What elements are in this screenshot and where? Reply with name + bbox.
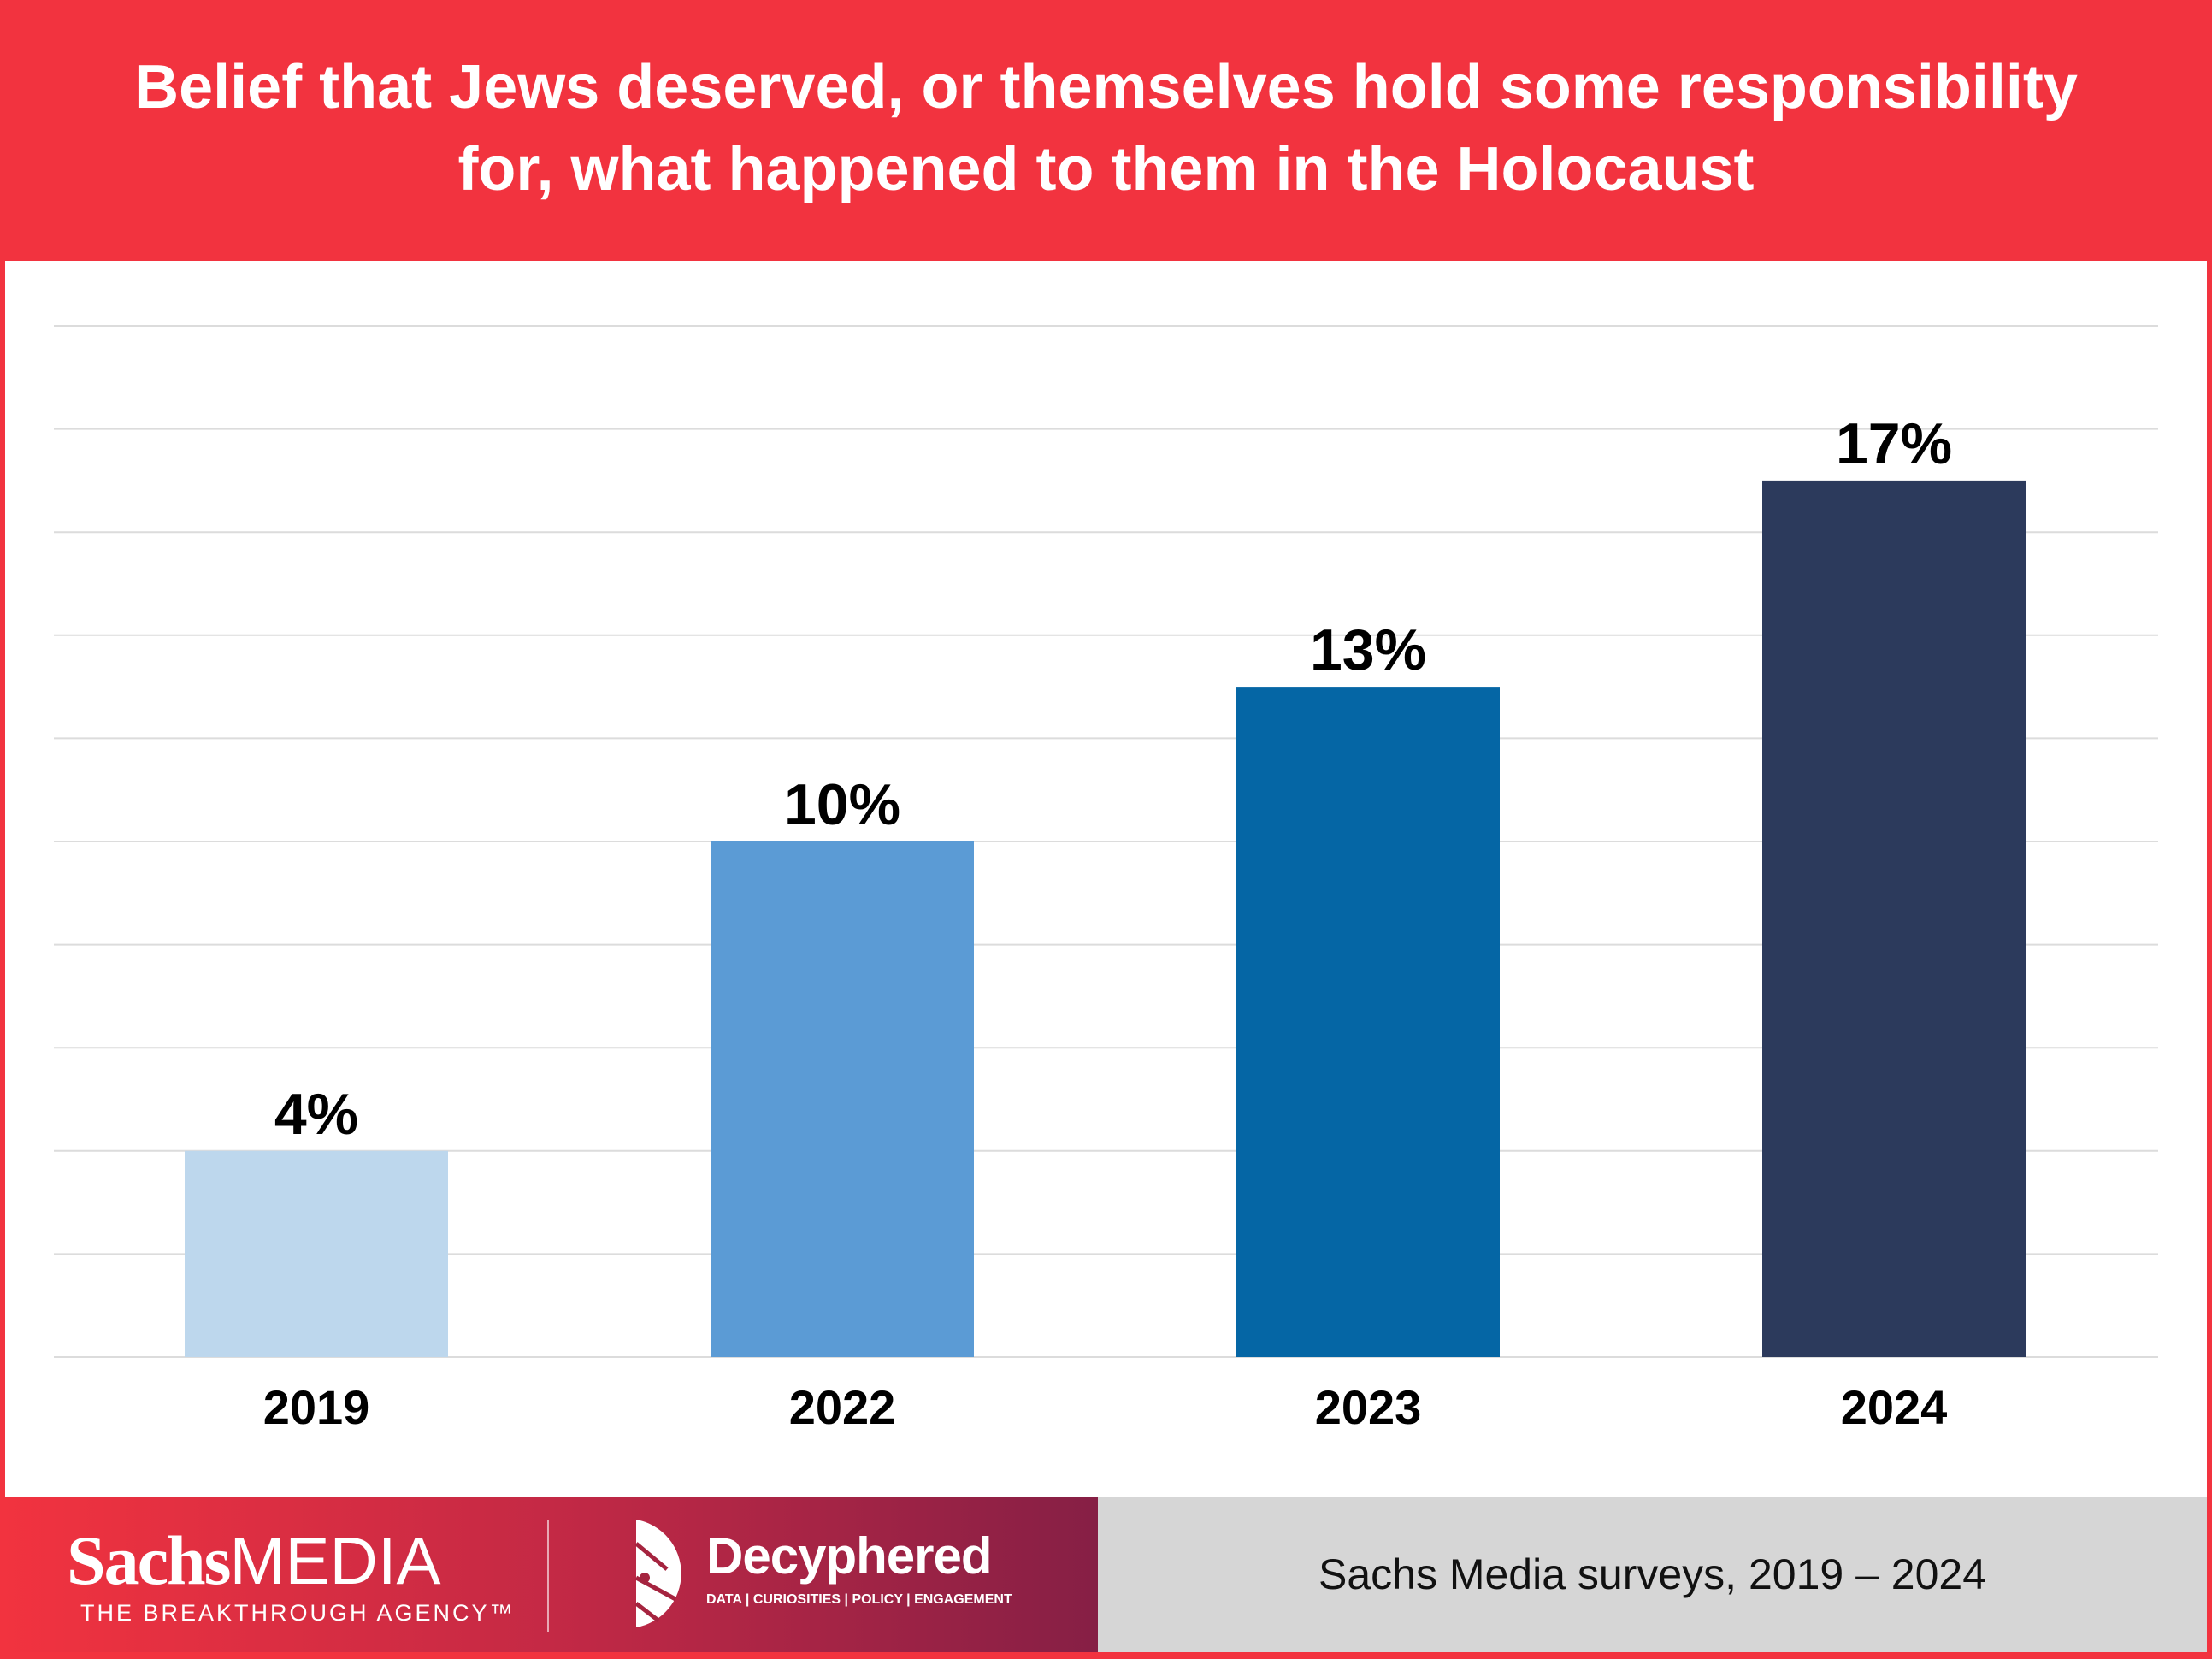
chart-header: Belief that Jews deserved, or themselves… <box>0 0 2212 261</box>
decyphered-name: Decyphered <box>706 1527 992 1585</box>
chart-title: Belief that Jews deserved, or themselves… <box>134 52 2078 204</box>
decyphered-logo: Decyphered DATA | CURIOSITIES | POLICY |… <box>633 1518 1012 1633</box>
sachs-logo-light: MEDIA <box>229 1523 441 1598</box>
sachs-logo-bold: Sachs <box>67 1521 232 1599</box>
data-label: 4% <box>274 1082 358 1147</box>
data-label: 13% <box>1310 617 1426 682</box>
data-label: 10% <box>784 772 900 837</box>
bar-2019 <box>185 1150 448 1357</box>
chart-panel: 4% 2019 10% 2022 13% 2023 17% 2024 <box>5 261 2207 1497</box>
footer-logos: SachsMEDIA THE BREAKTHROUGH AGENCY™ Decy… <box>0 1497 1098 1652</box>
decyphered-tagline: DATA | CURIOSITIES | POLICY | ENGAGEMENT <box>706 1592 1012 1607</box>
x-tick-label: 2024 <box>1841 1380 1948 1434</box>
x-tick-label: 2023 <box>1315 1380 1422 1434</box>
sachs-tagline: THE BREAKTHROUGH AGENCY™ <box>80 1600 516 1626</box>
bar-2023 <box>1236 687 1500 1357</box>
x-tick-label: 2022 <box>789 1380 896 1434</box>
decyphered-mark-icon <box>634 1520 681 1627</box>
x-tick-label: 2019 <box>263 1380 370 1434</box>
data-label: 17% <box>1836 411 1952 476</box>
bar-2022 <box>711 841 974 1357</box>
logo-divider <box>547 1520 549 1632</box>
source-note: Sachs Media surveys, 2019 – 2024 <box>1318 1550 1987 1598</box>
source-panel: Sachs Media surveys, 2019 – 2024 <box>1098 1497 2207 1652</box>
bar-chart: 4% 2019 10% 2022 13% 2023 17% 2024 <box>54 325 2158 1434</box>
sachs-media-logo: SachsMEDIA THE BREAKTHROUGH AGENCY™ <box>67 1526 516 1627</box>
bar-2024 <box>1762 480 2026 1357</box>
